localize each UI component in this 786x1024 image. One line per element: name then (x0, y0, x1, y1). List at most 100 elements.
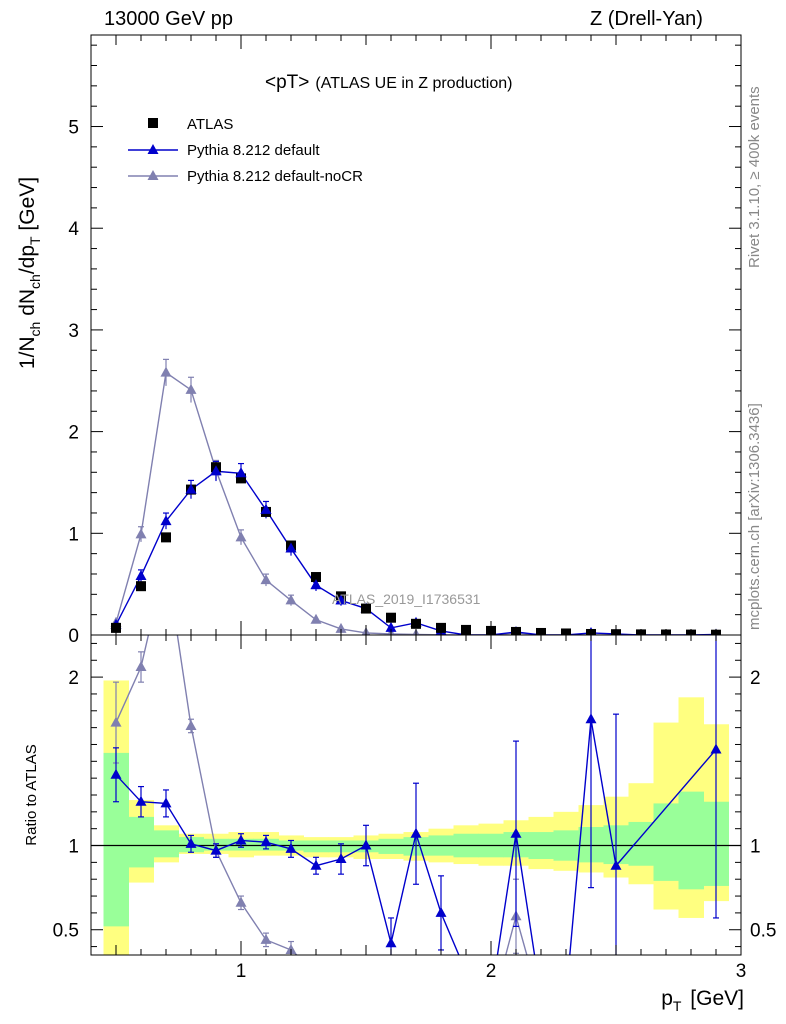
ratio-default-marker (310, 859, 322, 870)
ratio-default-marker (110, 768, 122, 779)
atlas-data-point (411, 618, 421, 629)
main-default-marker (335, 594, 347, 605)
ratio-band-inner (678, 791, 704, 890)
header-left: 13000 GeV pp (104, 8, 233, 30)
ratio-nocr-series (110, 635, 547, 1015)
ratio-nocr-marker (260, 933, 272, 944)
ratio-band-inner (128, 816, 154, 868)
main-ytick-label: 4 (68, 219, 79, 240)
ratio-nocr-marker (311, 966, 322, 976)
ratio-default-marker (710, 743, 722, 754)
x-axis-label: pT [GeV] (661, 987, 744, 1014)
main-default-marker (210, 465, 222, 476)
legend-label-atlas: ATLAS (187, 116, 233, 133)
ratio-band-inner (628, 821, 654, 866)
ratio-nocr-marker (536, 1000, 547, 1010)
atlas-data-point (236, 473, 246, 484)
atlas-data-point (436, 622, 446, 633)
ratio-default-marker (461, 966, 472, 976)
ratio-ytick-label-left: 1 (68, 837, 79, 858)
legend-label-default: Pythia 8.212 default (187, 142, 320, 159)
main-default-marker (285, 542, 297, 553)
ratio-default-marker (160, 797, 172, 808)
ratio-ytick-label-left: 2 (68, 668, 79, 689)
y-axis-label-part: dN (16, 289, 39, 322)
main-nocr-marker (260, 574, 272, 585)
chart-title: <pT> (ATLAS UE in Z production) (265, 72, 512, 93)
ratio-default-marker (610, 859, 622, 870)
legend-marker-atlas (148, 118, 158, 128)
atlas-data-point (311, 572, 321, 583)
ratio-default-marker (510, 827, 522, 838)
ratio-ytick-label-right: 0.5 (750, 921, 776, 942)
main-default-marker (385, 621, 397, 632)
ratio-default-marker (385, 937, 397, 948)
x-axis-label-sub: T (673, 998, 682, 1014)
ratio-default-marker (360, 839, 372, 850)
ratio-nocr-marker (110, 716, 122, 727)
ratio-default-marker (536, 991, 547, 1001)
y-axis-label-part: ch (27, 322, 43, 337)
legend-marker-default (147, 144, 159, 154)
ratio-default-marker (486, 991, 497, 1001)
ratio-default-marker (335, 853, 347, 863)
ratio-ytick-label-left: 0.5 (53, 921, 79, 942)
ratio-panel (91, 635, 741, 1015)
legend: ATLAS Pythia 8.212 default Pythia 8.212 de… (128, 116, 363, 185)
main-panel: ATLAS_2019_I1736531 <pT> (ATLAS UE in Z pr… (110, 72, 721, 635)
ratio-default-marker (185, 837, 197, 848)
ratio-nocr-marker (411, 1001, 422, 1011)
atlas-data-point (136, 581, 146, 592)
ratio-xtick-label: 2 (486, 961, 497, 982)
ratio-nocr-marker (135, 661, 147, 671)
x-axis-label-unit: [GeV] (684, 987, 744, 1010)
main-nocr-marker (310, 613, 322, 624)
ratio-band-inner (378, 838, 404, 854)
atlas-data-point (161, 532, 171, 543)
chart-title-sub: (ATLAS UE in Z production) (315, 75, 512, 92)
ratio-band-inner (303, 840, 329, 853)
x-axis-label-p: p (661, 987, 673, 1010)
y-axis-label: 1/Nch dNch/dpT [GeV] (16, 177, 43, 369)
ratio-xtick-label: 1 (236, 961, 247, 982)
ratio-y-axis-label: Ratio to ATLAS (23, 744, 40, 845)
ratio-default-marker (235, 834, 247, 845)
main-nocr-marker (235, 531, 247, 542)
ratio-band-inner (653, 803, 679, 881)
ratio-nocr-marker (436, 1003, 447, 1013)
ratio-nocr-marker (185, 719, 197, 730)
main-ytick-label: 3 (68, 321, 79, 342)
ratio-nocr-marker (235, 896, 247, 907)
side-label-top: Rivet 3.1.10, ≥ 400k events (746, 86, 763, 268)
ratio-default-marker (210, 844, 222, 855)
ratio-nocr-marker (361, 994, 372, 1004)
ratio-nocr-line (115, 635, 528, 955)
main-default-line (115, 470, 717, 635)
main-ytick-label: 0 (68, 626, 79, 647)
ratio-band-inner (153, 830, 179, 858)
legend-marker-nocr (147, 170, 159, 180)
ratio-nocr-marker (386, 1000, 397, 1010)
ratio-default-marker (435, 906, 447, 917)
ratio-default-marker (585, 713, 597, 724)
y-axis-label-part: T (27, 236, 43, 245)
main-nocr-marker (285, 594, 297, 605)
main-nocr-marker (135, 528, 147, 539)
y-axis-label-part: [GeV] (16, 177, 39, 237)
main-default-marker (185, 483, 197, 494)
legend-label-nocr: Pythia 8.212 default-noCR (187, 168, 363, 185)
main-default-marker (135, 570, 147, 581)
main-nocr-marker (335, 622, 347, 633)
ratio-default-marker (410, 827, 422, 838)
analysis-watermark: ATLAS_2019_I1736531 (332, 591, 481, 607)
main-ytick-label: 2 (68, 423, 79, 444)
main-default-marker (260, 503, 272, 514)
ratio-ytick-label-right: 2 (750, 668, 761, 689)
side-label-bottom: mcplots.cern.ch [arXiv:1306.3436] (746, 403, 763, 630)
main-default-marker (235, 467, 247, 478)
ratio-ytick-label-right: 1 (750, 837, 761, 858)
ratio-xtick-label: 3 (736, 961, 747, 982)
ratio-nocr-marker (486, 1005, 497, 1015)
